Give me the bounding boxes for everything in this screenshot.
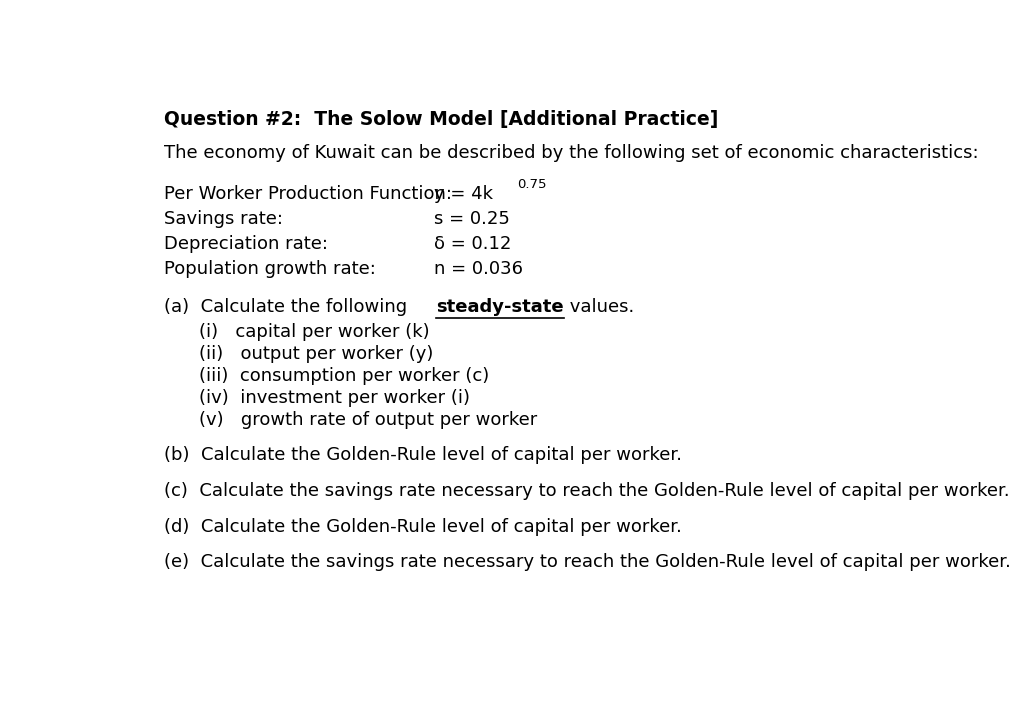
Text: (iv)  investment per worker (i): (iv) investment per worker (i): [200, 389, 470, 406]
Text: The economy of Kuwait can be described by the following set of economic characte: The economy of Kuwait can be described b…: [164, 144, 978, 163]
Text: values.: values.: [563, 298, 634, 316]
Text: s = 0.25: s = 0.25: [433, 210, 509, 228]
Text: (d)  Calculate the Golden-Rule level of capital per worker.: (d) Calculate the Golden-Rule level of c…: [164, 518, 682, 535]
Text: 0.75: 0.75: [517, 178, 547, 191]
Text: y = 4k: y = 4k: [433, 185, 493, 203]
Text: (b)  Calculate the Golden-Rule level of capital per worker.: (b) Calculate the Golden-Rule level of c…: [164, 446, 682, 464]
Text: Per Worker Production Function:: Per Worker Production Function:: [164, 185, 452, 203]
Text: (i)   capital per worker (k): (i) capital per worker (k): [200, 323, 430, 341]
Text: δ = 0.12: δ = 0.12: [433, 235, 511, 253]
Text: Savings rate:: Savings rate:: [164, 210, 283, 228]
Text: (v)   growth rate of output per worker: (v) growth rate of output per worker: [200, 411, 538, 429]
Text: Population growth rate:: Population growth rate:: [164, 260, 376, 277]
Text: steady-state: steady-state: [436, 298, 563, 316]
Text: (ii)   output per worker (y): (ii) output per worker (y): [200, 344, 434, 363]
Text: (a)  Calculate the following: (a) Calculate the following: [164, 298, 413, 316]
Text: n = 0.036: n = 0.036: [433, 260, 522, 277]
Text: (e)  Calculate the savings rate necessary to reach the Golden-Rule level of capi: (e) Calculate the savings rate necessary…: [164, 553, 1011, 571]
Text: Question #2:  The Solow Model [Additional Practice]: Question #2: The Solow Model [Additional…: [164, 111, 718, 129]
Text: (iii)  consumption per worker (c): (iii) consumption per worker (c): [200, 366, 489, 384]
Text: Depreciation rate:: Depreciation rate:: [164, 235, 328, 253]
Text: (c)  Calculate the savings rate necessary to reach the Golden-Rule level of capi: (c) Calculate the savings rate necessary…: [164, 482, 1010, 500]
